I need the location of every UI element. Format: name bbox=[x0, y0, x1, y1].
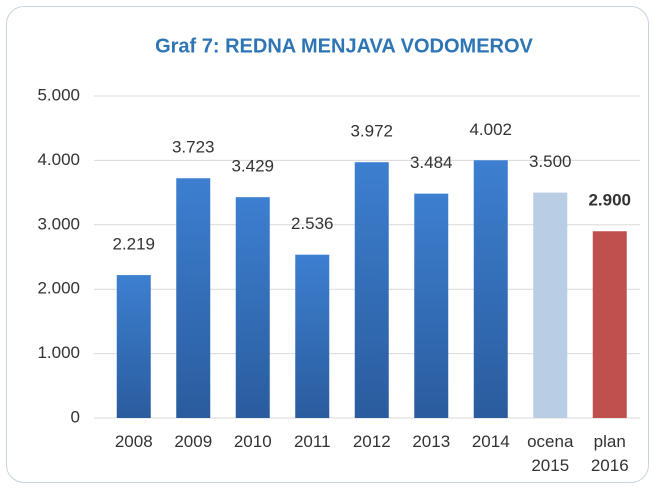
bar bbox=[414, 193, 449, 418]
bar bbox=[533, 192, 568, 418]
data-label: 2.536 bbox=[291, 214, 334, 233]
data-label: 3.723 bbox=[172, 138, 215, 157]
x-tick-label: 2012 bbox=[352, 432, 391, 451]
bar bbox=[176, 178, 211, 418]
data-label: 3.972 bbox=[350, 122, 393, 141]
x-tick-label: 2011 bbox=[293, 432, 331, 451]
data-label: 3.484 bbox=[410, 153, 453, 172]
chart-title: Graf 7: REDNA MENJAVA VODOMEROV bbox=[155, 35, 533, 57]
y-tick-label: 1.000 bbox=[37, 343, 80, 362]
data-label: 2.900 bbox=[588, 191, 631, 210]
y-tick-label: 5.000 bbox=[37, 85, 80, 104]
bar bbox=[354, 162, 389, 418]
y-tick-label: 0 bbox=[71, 407, 80, 426]
y-tick-label: 2.000 bbox=[37, 279, 80, 298]
x-tick-label: 2010 bbox=[233, 432, 272, 451]
bar bbox=[235, 197, 270, 418]
bar bbox=[116, 275, 151, 418]
data-label: 2.219 bbox=[112, 235, 155, 254]
bar bbox=[295, 254, 330, 418]
x-tick-label: 2013 bbox=[412, 432, 451, 451]
data-label: 3.500 bbox=[529, 152, 572, 171]
x-tick-label: 2014 bbox=[471, 432, 510, 451]
chart-frame bbox=[6, 6, 649, 483]
y-tick-label: 4.000 bbox=[37, 150, 80, 169]
y-tick-label: 3.000 bbox=[37, 214, 80, 233]
bar bbox=[473, 160, 508, 419]
x-tick-label: 2009 bbox=[174, 432, 213, 451]
x-tick-label: ocena 2015 bbox=[527, 432, 574, 475]
bar bbox=[592, 231, 627, 418]
x-tick-label: 2008 bbox=[114, 432, 153, 451]
data-label: 4.002 bbox=[469, 120, 512, 139]
x-tick-label: plan 2016 bbox=[590, 432, 629, 475]
data-label: 3.429 bbox=[231, 157, 274, 176]
